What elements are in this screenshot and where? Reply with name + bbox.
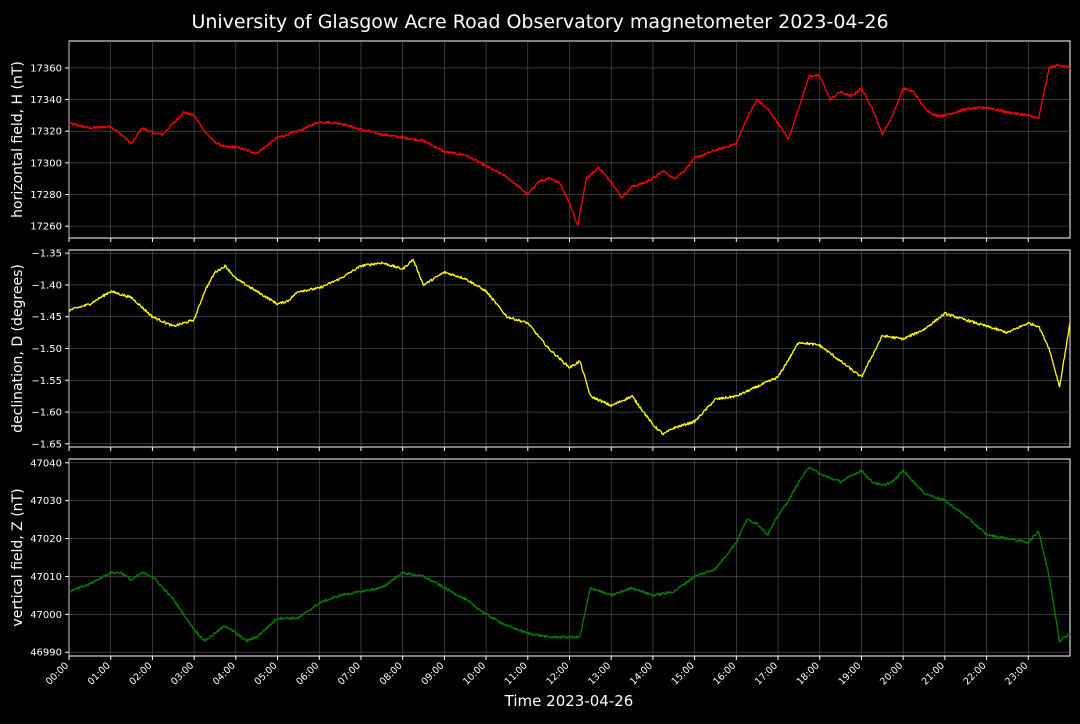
declination-data-line bbox=[68, 258, 1071, 436]
figure-title: University of Glasgow Acre Road Observat… bbox=[191, 11, 888, 33]
declination-panel: −1.35 −1.40 −1.45 −1.50 −1.55 −1.60 −1.65 decli… bbox=[10, 249, 1071, 451]
y-tick-label: 47010 bbox=[30, 572, 62, 583]
vertical-y-axis-label: vertical field, Z (nT) bbox=[10, 488, 26, 626]
declination-y-axis-label: declination, D (degrees) bbox=[10, 264, 26, 433]
horizontal-y-axis-label: horizontal field, H (nT) bbox=[10, 61, 26, 218]
horizontal-data-line bbox=[68, 63, 1071, 226]
horizontal-panel: 17260 17280 17300 17320 17340 17360 horizontal… bbox=[10, 40, 1071, 242]
vertical-panel: 46990 47000 47010 47020 47030 47040 vertical f… bbox=[10, 458, 1071, 687]
y-tick-label: 17340 bbox=[30, 95, 62, 106]
y-tick-label: 17260 bbox=[30, 222, 62, 233]
y-tick-label: 47020 bbox=[30, 534, 62, 545]
y-tick-label: −1.45 bbox=[31, 312, 62, 323]
y-tick-label: 17300 bbox=[30, 158, 62, 169]
y-tick-label: −1.40 bbox=[31, 280, 62, 291]
y-tick-label: 47000 bbox=[30, 610, 62, 621]
y-tick-label: −1.60 bbox=[31, 408, 62, 419]
x-axis-label: Time 2023-04-26 bbox=[504, 692, 634, 710]
panels: 17260 17280 17300 17320 17340 17360 horizontal… bbox=[10, 40, 1071, 687]
y-tick-label: 17360 bbox=[30, 63, 62, 74]
y-tick-label: −1.65 bbox=[31, 439, 62, 450]
y-tick-label: 17320 bbox=[30, 127, 62, 138]
vertical-data-line bbox=[68, 466, 1071, 643]
y-tick-label: 47030 bbox=[30, 496, 62, 507]
y-tick-label: 17280 bbox=[30, 190, 62, 201]
y-tick-label: −1.50 bbox=[31, 344, 62, 355]
y-tick-label: 46990 bbox=[30, 648, 62, 659]
y-tick-label: −1.35 bbox=[31, 249, 62, 260]
y-tick-label: 47040 bbox=[30, 458, 62, 469]
y-tick-label: −1.55 bbox=[31, 376, 62, 387]
